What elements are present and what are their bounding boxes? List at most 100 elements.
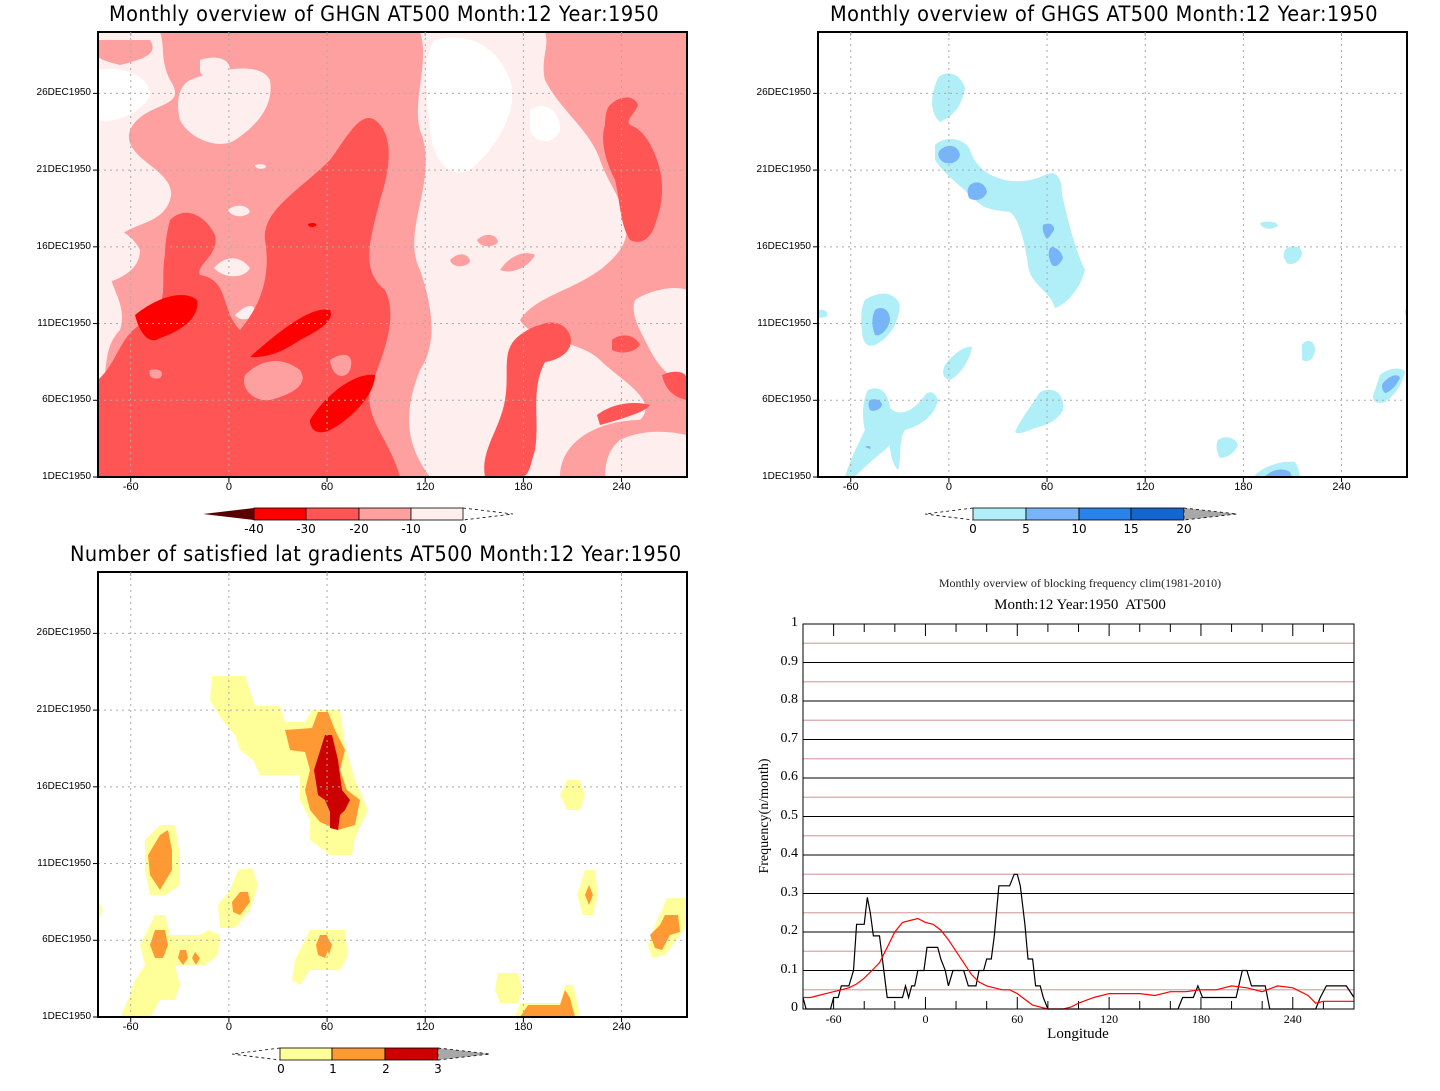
ghgs-cb-label: 15 xyxy=(1123,522,1139,536)
ghgn-level-10 xyxy=(98,40,153,65)
ghgn-ytick-label: 16DEC1950 xyxy=(36,240,91,252)
gradients-cb-label: 3 xyxy=(434,1062,442,1076)
gradients-level-1 xyxy=(326,938,332,955)
gradients-level-1 xyxy=(520,990,575,1017)
ghgn-tick-marks xyxy=(93,32,623,482)
gradients-level-0 xyxy=(560,780,585,810)
ghgs-level-5 xyxy=(938,145,960,164)
gradients-field xyxy=(98,572,687,1017)
gradients-xtick-label: 60 xyxy=(320,1021,334,1033)
gradients-cb-label: 2 xyxy=(382,1062,390,1076)
freq-ytick-label: 0.7 xyxy=(780,730,799,746)
ghgs-xtick-label: 120 xyxy=(1136,481,1155,493)
freq-ytick-label: 0.1 xyxy=(780,961,799,977)
ghgs-level-0 xyxy=(1216,437,1238,458)
gradients-level-1 xyxy=(650,915,680,950)
panel2-title: Monthly overview of GHGS AT500 Month:12 … xyxy=(830,2,1378,26)
ghgn-xtick-label: 180 xyxy=(514,481,533,493)
gradients-level-1 xyxy=(585,885,593,905)
ghgn-level-30 xyxy=(135,295,198,341)
ghgn-xtick-label: 0 xyxy=(225,481,232,493)
ghgn-level-20 xyxy=(484,322,571,477)
ghgn-level-30 xyxy=(250,309,331,358)
ghgs-ytick-label: 16DEC1950 xyxy=(756,240,811,252)
ghgs-level-5 xyxy=(872,308,890,336)
ghgn-field xyxy=(98,32,687,477)
freq-ytick-label: 0.4 xyxy=(780,846,799,861)
ghgs-ytick-label: 1DEC1950 xyxy=(762,471,811,482)
ghgs-level-0 xyxy=(943,346,972,380)
ghgn-ytick-label: 26DEC1950 xyxy=(36,87,91,99)
ghgs-level-5 xyxy=(868,399,882,411)
panel1-title: Monthly overview of GHGN AT500 Month:12 … xyxy=(109,2,660,26)
gradients-level-0 xyxy=(98,900,103,920)
panel3-title: Number of satisfied lat gradients AT500 … xyxy=(70,542,682,566)
gradients-cb-swatch-below xyxy=(231,1047,281,1061)
ghgn-level-30 xyxy=(310,374,375,433)
ghgn-ytick-label: 6DEC1950 xyxy=(42,394,91,406)
ghgs-frame xyxy=(817,31,1408,478)
ghgn-level-20 xyxy=(612,335,640,353)
ghgn-level-10 xyxy=(477,234,498,247)
ghgn-level-10 xyxy=(500,253,535,272)
ghgn-pale-region xyxy=(214,258,250,277)
gradients-level-1 xyxy=(148,830,172,890)
gradients-ytick-label: 16DEC1950 xyxy=(36,780,91,792)
freq-ytick-label: 0.9 xyxy=(780,653,799,669)
ghgs-ytick-label: 26DEC1950 xyxy=(756,87,811,99)
ghgn-pink-hole xyxy=(244,360,303,401)
ghgs-level-5 xyxy=(967,182,987,200)
ghgs-field xyxy=(818,32,1407,477)
freq-xtick-label: 0 xyxy=(922,1012,929,1026)
ghgn-pale-region xyxy=(255,164,266,169)
ghgs-cb-label: 10 xyxy=(1071,522,1087,536)
gradients-level-1 xyxy=(150,930,168,958)
freq-xtick-label: 120 xyxy=(1100,1012,1119,1026)
ghgs-bg xyxy=(818,32,1407,477)
freq-series-line-climatology xyxy=(803,917,1354,1010)
freq-xtick-label: 240 xyxy=(1283,1012,1302,1026)
ghgs-gridlines xyxy=(818,32,1407,477)
ghgs-level-0 xyxy=(1302,340,1315,362)
ghgn-level-10 xyxy=(450,254,470,267)
gradients-ytick-label: 21DEC1950 xyxy=(36,704,91,716)
ghgn-white-region xyxy=(426,37,513,173)
gradients-ytick-label: 11DEC1950 xyxy=(37,857,91,869)
ghgs-xtick-label: 180 xyxy=(1234,481,1253,493)
ghgs-xtick-label: 0 xyxy=(945,481,952,493)
ghgn-pale-region xyxy=(633,288,687,390)
ghgn-frame xyxy=(97,31,688,478)
ghgs-cb-label: 20 xyxy=(1176,522,1192,536)
ghgn-pink-hole xyxy=(330,354,352,376)
gradients-level-1 xyxy=(178,950,188,965)
ghgs-cb-swatch-below xyxy=(924,507,974,521)
ghgs-level-0 xyxy=(1260,221,1278,229)
ghgs-ytick-label: 6DEC1950 xyxy=(762,394,811,406)
freq-xtick-label: -60 xyxy=(825,1012,842,1026)
ghgs-level-5 xyxy=(1042,223,1055,239)
gradients-frame xyxy=(97,571,688,1018)
ghgs-level-5 xyxy=(865,445,871,449)
ghgs-level-5 xyxy=(1381,375,1400,393)
ghgn-pale-region xyxy=(98,228,140,285)
gradients-level-0 xyxy=(495,973,522,1003)
freq-gridlines xyxy=(803,642,1354,991)
freq-ytick-label: 0.3 xyxy=(780,884,799,900)
freq-ytick-label: 0.5 xyxy=(780,807,799,823)
ghgn-cb-label: -30 xyxy=(296,522,316,536)
ghgs-level-0 xyxy=(1015,389,1064,434)
ghgs-xtick-label: 60 xyxy=(1040,481,1054,493)
gradients-colorbar xyxy=(231,1047,491,1061)
ghgn-level-30 xyxy=(308,222,317,228)
freq-ytick-label: 0.6 xyxy=(780,769,799,784)
ghgs-cb-label: 5 xyxy=(1022,522,1030,536)
freq-ytick-label: 1 xyxy=(791,615,798,630)
ghgn-cb-swatch-below xyxy=(203,508,254,520)
ghgn-cb-label: -20 xyxy=(349,522,369,536)
gradients-cb-label: 0 xyxy=(277,1062,285,1076)
ghgn-level-20 xyxy=(98,118,400,477)
freq-frame xyxy=(802,623,1355,1010)
gradients-tick-marks xyxy=(93,572,623,1022)
